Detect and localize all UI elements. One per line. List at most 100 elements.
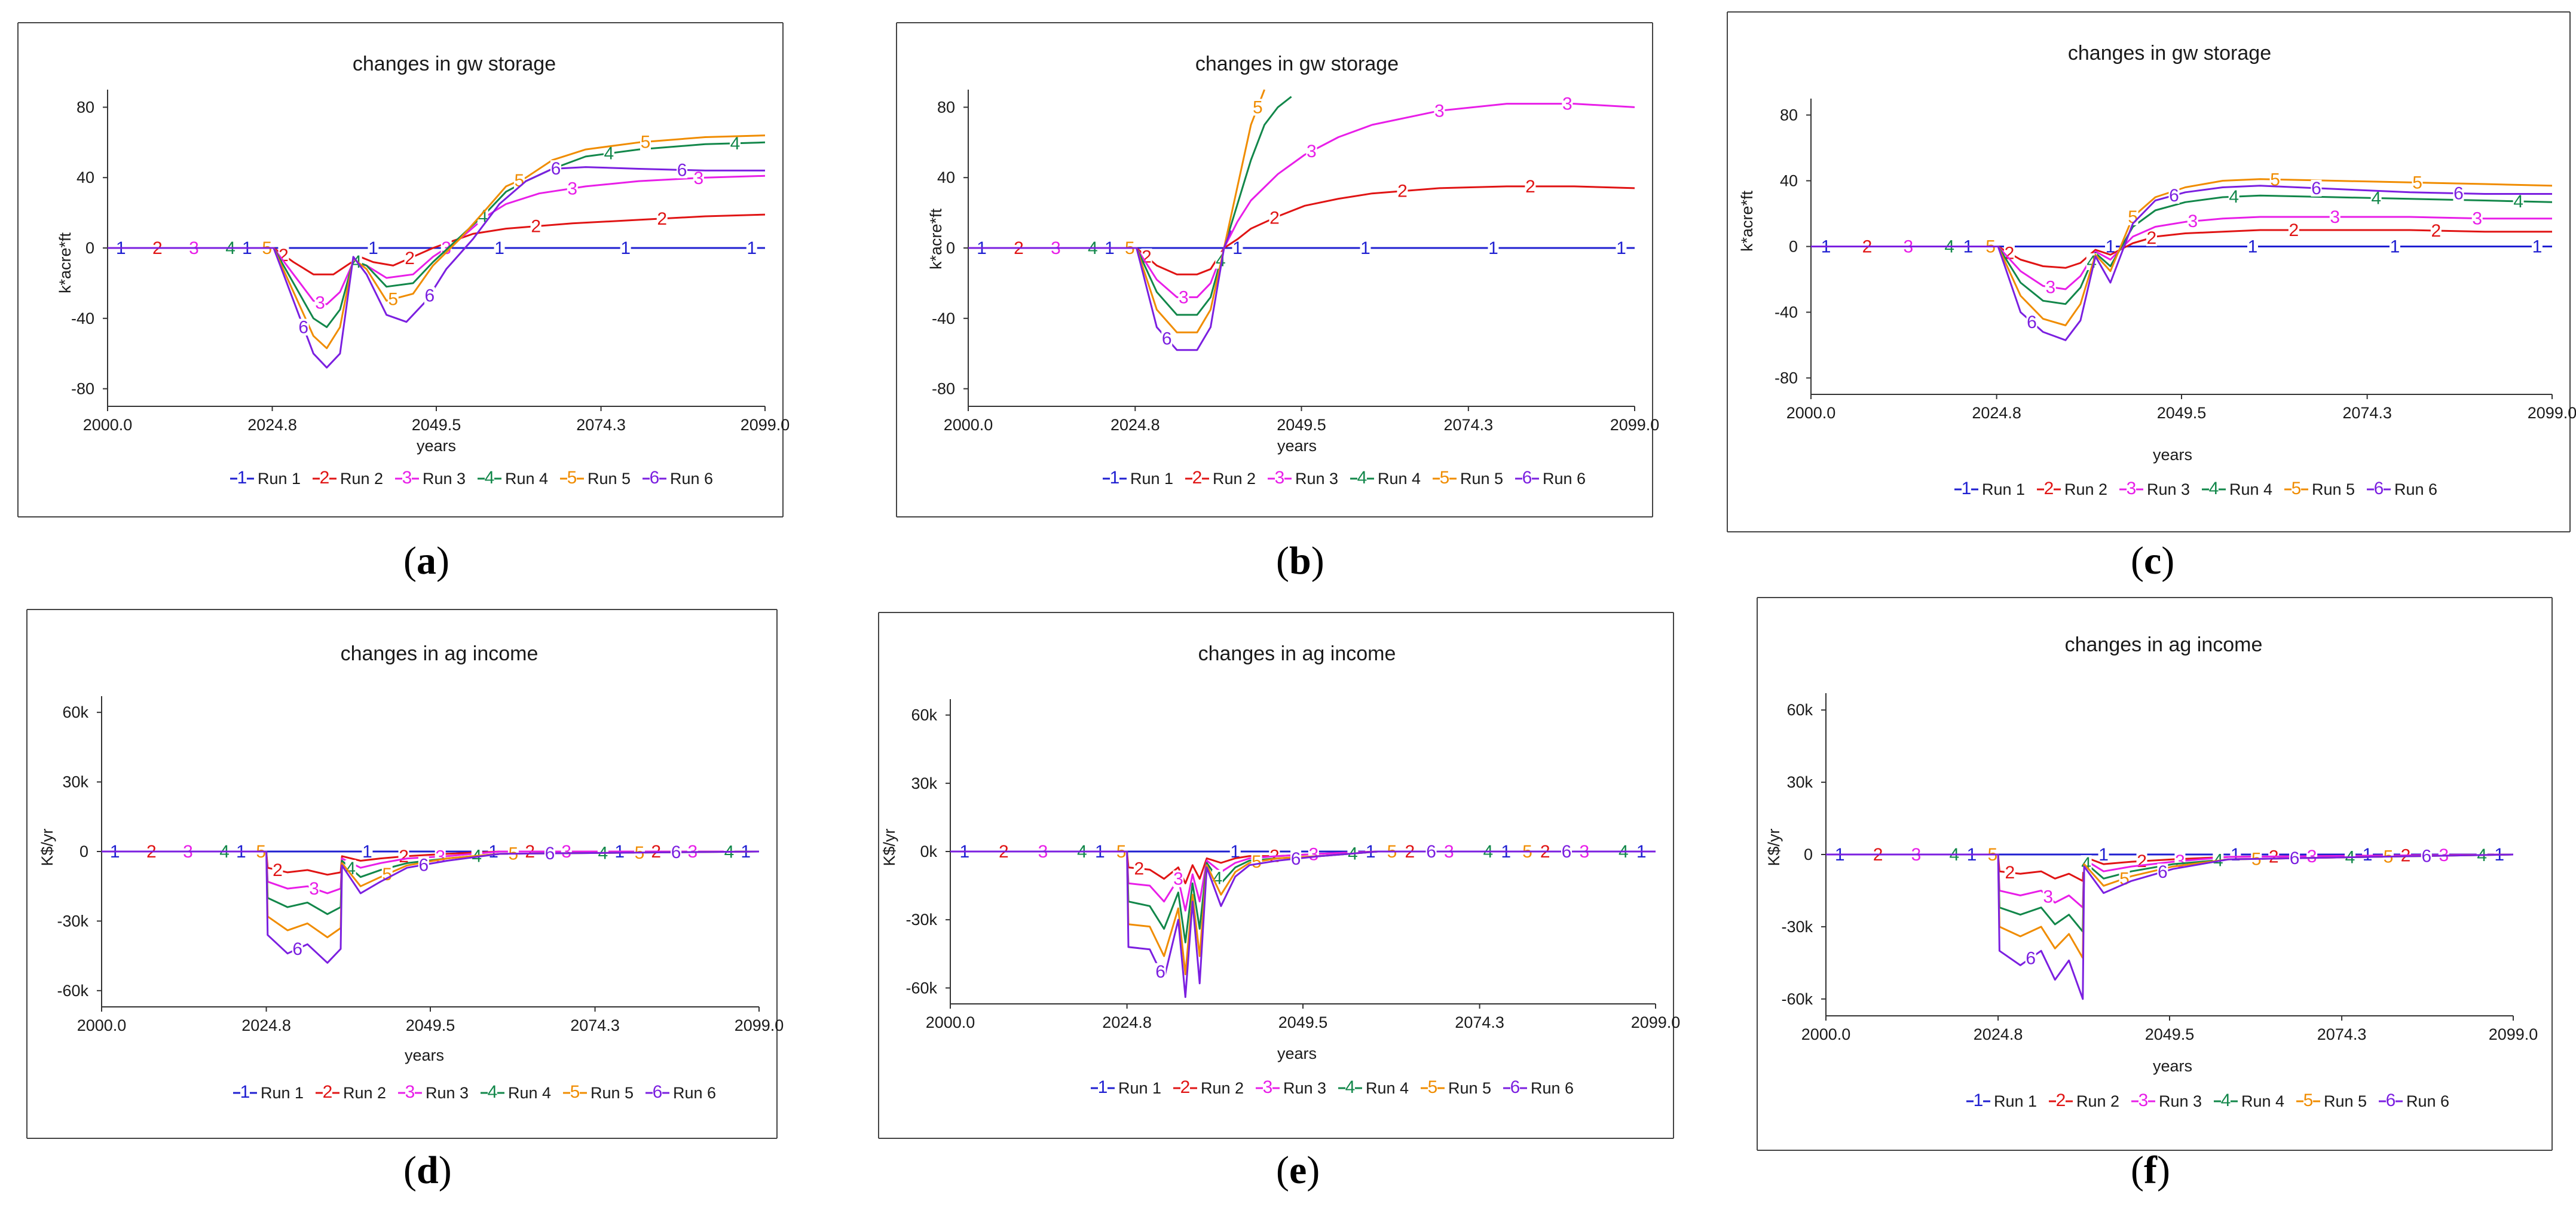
series-marker-bg: [2157, 863, 2168, 881]
y-tick-label: -40: [932, 310, 955, 327]
series-line-run-6: [108, 166, 765, 369]
series-marker: 1: [1230, 842, 1240, 862]
series-marker-bg: [746, 240, 757, 256]
chart-panel-e: changes in ag income 60k 30k 0k -30k -60k 2000…: [878, 612, 1681, 1192]
series-marker: 6: [2311, 179, 2321, 198]
chart-panel-b: changes in gw storage 80 40 0 -40 -80 2000.0 20…: [896, 22, 1659, 583]
legend-marker: 1: [1098, 1077, 1108, 1097]
series-marker: 1: [368, 238, 378, 258]
series-marker-bg: [2168, 186, 2180, 204]
legend-item-run-1: Run 1: [1982, 480, 2025, 498]
legend-swatch-bg: [1428, 1079, 1437, 1095]
y-tick-label: -60k: [1781, 990, 1813, 1008]
legend-marker: 6: [1522, 468, 1532, 488]
y-tick-label: -60k: [905, 979, 937, 997]
series-marker-bg: [2269, 171, 2281, 188]
series-marker-bg: [550, 160, 561, 177]
legend-swatch-bg: [485, 470, 494, 485]
series-marker-bg: [477, 207, 488, 225]
y-tick-label: 0: [946, 239, 955, 257]
series-marker: 1: [2532, 237, 2543, 257]
series-marker-bg: [404, 250, 415, 267]
series-marker: 3: [2043, 887, 2053, 907]
series-marker: 6: [1162, 329, 1172, 349]
series-line-run-6: [1811, 185, 2552, 341]
y-tick-label: -30k: [1781, 918, 1813, 936]
x-tick-label: 2024.8: [1110, 416, 1160, 434]
series-marker-bg: [494, 240, 505, 256]
legend-marker: 5: [2292, 479, 2302, 498]
y-tick-label: 30k: [1786, 773, 1813, 791]
series-marker: 1: [2248, 237, 2258, 257]
legend-marker: 2: [320, 468, 330, 488]
y-tick-label: -60k: [57, 982, 88, 1000]
series-marker: 5: [2270, 170, 2280, 189]
series-marker: 3: [2472, 209, 2482, 228]
series-marker: 1: [1616, 238, 1626, 258]
series-marker: 1: [1360, 238, 1370, 258]
legend-swatch-bg: [650, 470, 659, 485]
legend-swatch-bg: [1510, 1079, 1520, 1095]
legend-item-run-5: Run 5: [1448, 1079, 1491, 1097]
series-marker-bg: [2370, 189, 2382, 207]
series-marker: 2: [2005, 244, 2015, 264]
chart-panel-c: changes in gw storage 80 40 0 -40 -80 2000.0 20…: [1727, 11, 2576, 583]
y-tick-label: 40: [937, 169, 955, 186]
x-tick-label: 2024.8: [241, 1016, 291, 1034]
legend: 1 Run 1 2 Run 2 3 Run 3 4 Run 4 5 Run 5 6 Run 6: [1954, 479, 2437, 498]
y-axis-label: K$/yr: [38, 828, 56, 866]
series-marker: 6: [1562, 842, 1572, 862]
series-marker: 6: [671, 843, 681, 862]
chart-title: changes in ag income: [341, 642, 539, 665]
series-marker-bg: [2042, 888, 2054, 905]
x-tick-label: 2000.0: [83, 416, 133, 434]
series-marker-bg: [2045, 278, 2056, 296]
series-marker: 3: [2045, 277, 2055, 297]
series-line-run-3: [1811, 216, 2552, 290]
series-marker: 6: [2158, 862, 2168, 882]
x-tick-label: 2049.5: [2157, 404, 2207, 422]
series-marker-bg: [1306, 143, 1317, 160]
legend-marker: 6: [2374, 479, 2384, 498]
series-marker-bg: [2289, 850, 2300, 867]
panel-caption: (b): [1276, 539, 1324, 583]
series-marker-bg: [362, 843, 373, 860]
series-marker-bg: [2471, 210, 2483, 227]
series-marker-bg: [671, 844, 682, 861]
series-marker: 2: [1269, 209, 1280, 228]
series-line-run-3: [1826, 853, 2513, 909]
x-axis-label: years: [405, 1046, 444, 1064]
legend-swatch-bg: [2127, 480, 2136, 496]
panel-caption: (e): [1276, 1148, 1320, 1192]
series-line-run-4: [1826, 853, 2513, 933]
series-marker: 2: [657, 209, 667, 229]
legend-marker: 1: [1962, 479, 1972, 498]
y-tick-label: 60k: [1786, 701, 1813, 719]
series-marker-bg: [620, 240, 631, 256]
series-marker-bg: [2306, 847, 2318, 865]
legend-item-run-5: Run 5: [588, 470, 631, 488]
x-tick-label: 2000.0: [1786, 404, 1836, 422]
x-tick-label: 2099.0: [2528, 404, 2576, 422]
series-marker-bg: [1561, 843, 1572, 860]
series-line-run-5: [1811, 178, 2552, 326]
x-tick-label: 2099.0: [1631, 1013, 1681, 1031]
series-marker: 2: [273, 860, 283, 880]
legend-swatch-bg: [1192, 470, 1202, 485]
series-marker: 6: [1291, 849, 1301, 869]
series-marker-bg: [1397, 182, 1408, 200]
legend-item-run-4: Run 4: [2241, 1092, 2284, 1110]
series-marker: 3: [694, 169, 704, 188]
series-marker-bg: [1251, 853, 1262, 871]
legend-swatch-bg: [237, 470, 247, 485]
legend-item-run-4: Run 4: [505, 470, 548, 488]
panel-caption: (d): [403, 1148, 452, 1192]
series-marker: 6: [425, 286, 435, 306]
panel-caption: (a): [403, 539, 449, 583]
legend-marker: 3: [1275, 468, 1285, 488]
legend-item-run-1: Run 1: [1118, 1079, 1161, 1097]
panel-caption: (c): [2131, 539, 2174, 583]
legend-item-run-5: Run 5: [1460, 470, 1503, 488]
